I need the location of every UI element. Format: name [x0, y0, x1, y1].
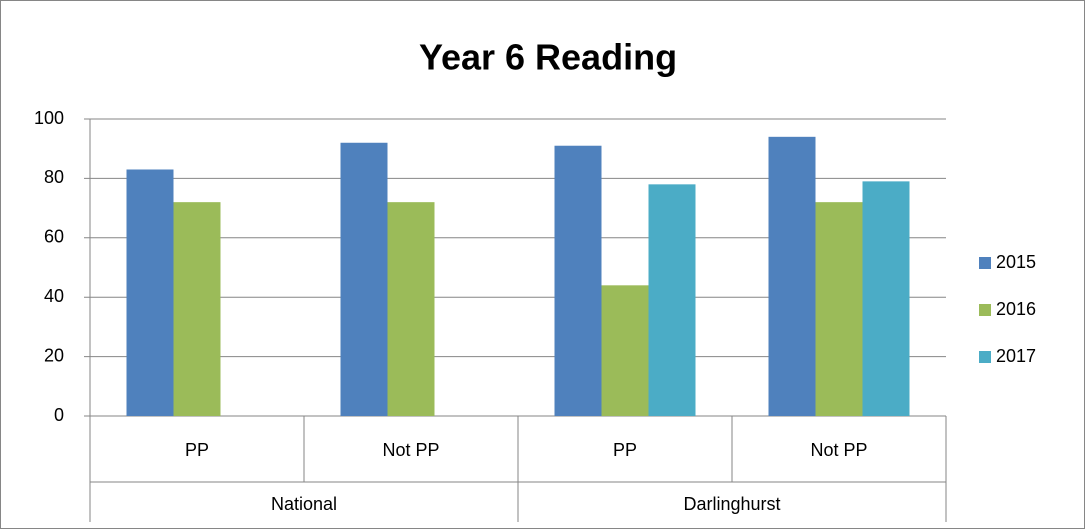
- x-tick-label: Not PP: [810, 440, 867, 460]
- legend-swatch: [979, 304, 991, 316]
- bar: [387, 202, 435, 416]
- y-tick-label: 80: [44, 167, 64, 187]
- y-tick-label: 60: [44, 227, 64, 247]
- x-tick-label: PP: [185, 440, 209, 460]
- bar: [173, 202, 221, 416]
- legend-label: 2017: [996, 346, 1036, 366]
- bar: [126, 169, 174, 416]
- y-tick-label: 40: [44, 286, 64, 306]
- bar: [601, 285, 649, 416]
- y-tick-label: 100: [34, 108, 64, 128]
- bar: [554, 145, 602, 417]
- bar: [815, 202, 863, 416]
- legend-label: 2015: [996, 252, 1036, 272]
- bar: [768, 136, 816, 416]
- x-tick-label: Not PP: [382, 440, 439, 460]
- y-tick-label: 20: [44, 345, 64, 365]
- x-tick-label: PP: [613, 440, 637, 460]
- y-tick-label: 0: [54, 405, 64, 425]
- bar: [648, 184, 696, 416]
- legend-swatch: [979, 257, 991, 269]
- legend-label: 2016: [996, 299, 1036, 319]
- group-label: Darlinghurst: [683, 494, 780, 514]
- bar: [862, 181, 910, 416]
- chart-title: Year 6 Reading: [419, 37, 677, 78]
- legend-swatch: [979, 351, 991, 363]
- bar: [340, 142, 388, 416]
- group-label: National: [271, 494, 337, 514]
